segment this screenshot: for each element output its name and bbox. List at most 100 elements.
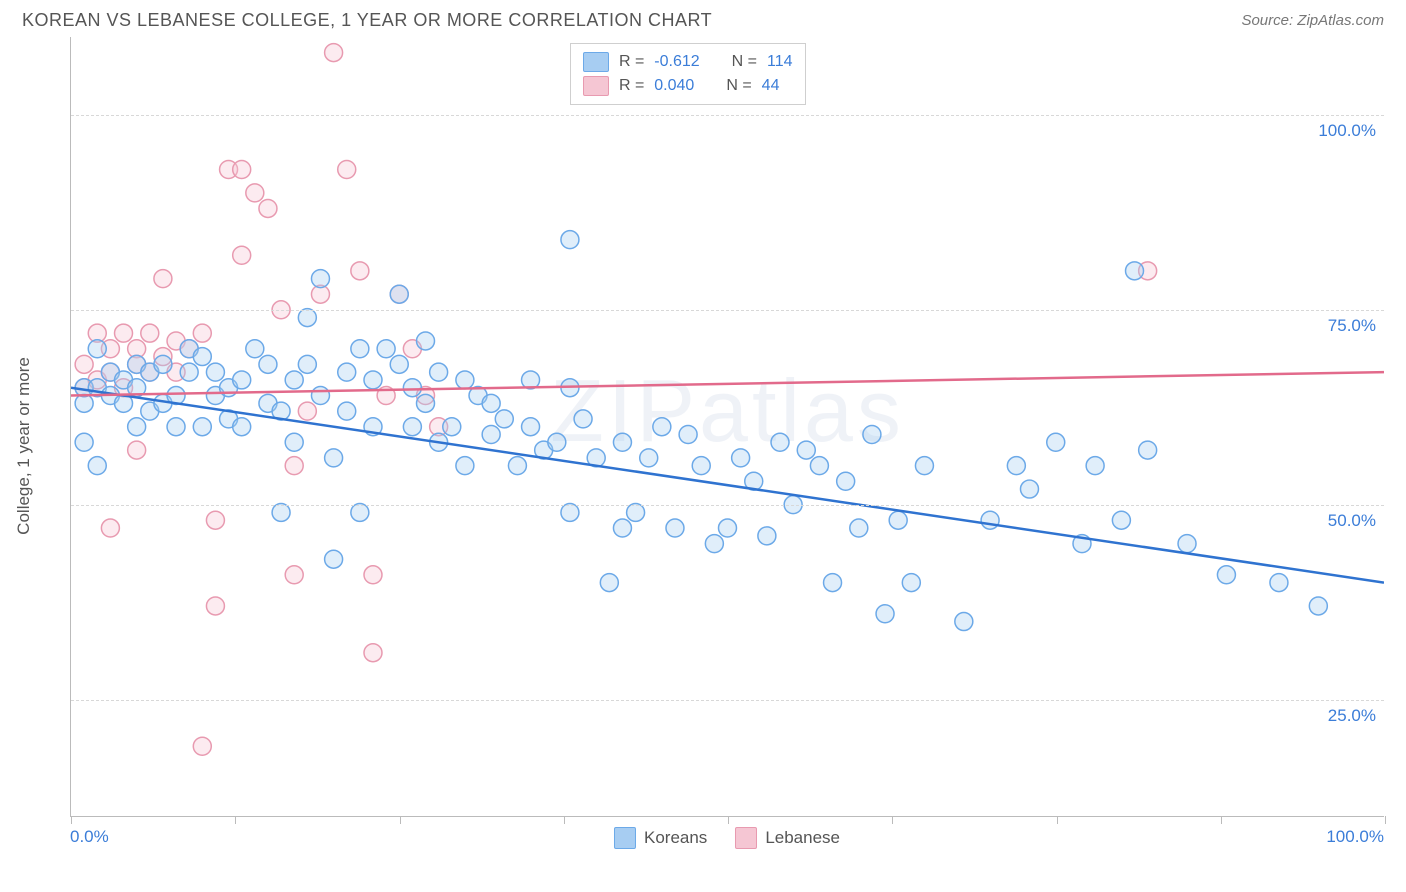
data-point: [482, 394, 500, 412]
data-point: [101, 519, 119, 537]
data-point: [613, 519, 631, 537]
data-point: [430, 363, 448, 381]
gridline: [71, 310, 1384, 311]
x-axis-max-label: 100.0%: [1326, 827, 1384, 847]
data-point: [732, 449, 750, 467]
data-point: [246, 340, 264, 358]
data-point: [981, 511, 999, 529]
data-point: [679, 426, 697, 444]
data-point: [417, 394, 435, 412]
r-value: 0.040: [654, 77, 694, 95]
data-point: [259, 199, 277, 217]
data-point: [272, 503, 290, 521]
trend-line: [71, 388, 1384, 583]
data-point: [482, 426, 500, 444]
trend-line: [71, 372, 1384, 395]
data-point: [298, 355, 316, 373]
data-point: [128, 441, 146, 459]
data-point: [233, 418, 251, 436]
data-point: [298, 402, 316, 420]
data-point: [193, 418, 211, 436]
y-tick-label: 50.0%: [1328, 511, 1376, 531]
data-point: [233, 161, 251, 179]
data-point: [338, 402, 356, 420]
data-point: [718, 519, 736, 537]
r-label: R =: [619, 77, 644, 95]
legend-item: Lebanese: [735, 827, 840, 849]
data-point: [705, 535, 723, 553]
data-point: [128, 418, 146, 436]
data-point: [325, 449, 343, 467]
data-point: [1270, 574, 1288, 592]
n-value: 44: [762, 77, 780, 95]
gridline: [71, 700, 1384, 701]
data-point: [285, 566, 303, 584]
data-point: [955, 613, 973, 631]
r-label: R =: [619, 53, 644, 71]
data-point: [653, 418, 671, 436]
data-point: [364, 566, 382, 584]
x-tick: [728, 816, 729, 824]
data-point: [876, 605, 894, 623]
data-point: [797, 441, 815, 459]
data-point: [1309, 597, 1327, 615]
data-point: [351, 262, 369, 280]
data-point: [75, 355, 93, 373]
data-point: [1112, 511, 1130, 529]
source-attribution: Source: ZipAtlas.com: [1241, 12, 1384, 29]
data-point: [233, 246, 251, 264]
data-point: [456, 457, 474, 475]
n-label: N =: [732, 53, 757, 71]
data-point: [377, 340, 395, 358]
data-point: [574, 410, 592, 428]
data-point: [259, 355, 277, 373]
legend-swatch: [583, 76, 609, 96]
series-legend: Koreans Lebanese: [614, 827, 840, 849]
data-point: [666, 519, 684, 537]
data-point: [154, 355, 172, 373]
data-point: [311, 387, 329, 405]
y-tick-label: 100.0%: [1318, 121, 1376, 141]
data-point: [403, 418, 421, 436]
data-point: [88, 340, 106, 358]
legend-swatch: [614, 827, 636, 849]
data-point: [364, 644, 382, 662]
data-point: [1217, 566, 1235, 584]
data-point: [325, 550, 343, 568]
x-axis-min-label: 0.0%: [70, 827, 109, 847]
data-point: [141, 324, 159, 342]
legend-label: Koreans: [644, 828, 707, 848]
data-point: [508, 457, 526, 475]
gridline: [71, 505, 1384, 506]
data-point: [1007, 457, 1025, 475]
legend-swatch: [583, 52, 609, 72]
legend-swatch: [735, 827, 757, 849]
data-point: [206, 511, 224, 529]
n-label: N =: [726, 77, 751, 95]
data-point: [285, 433, 303, 451]
data-point: [154, 270, 172, 288]
data-point: [403, 379, 421, 397]
data-point: [338, 363, 356, 381]
legend-label: Lebanese: [765, 828, 840, 848]
data-point: [180, 363, 198, 381]
x-tick: [1221, 816, 1222, 824]
data-point: [233, 371, 251, 389]
data-point: [548, 433, 566, 451]
data-point: [850, 519, 868, 537]
data-point: [351, 503, 369, 521]
data-point: [613, 433, 631, 451]
stats-legend-row: R =-0.612N =114: [583, 50, 793, 74]
data-point: [351, 340, 369, 358]
data-point: [1020, 480, 1038, 498]
data-point: [206, 363, 224, 381]
data-point: [863, 426, 881, 444]
r-value: -0.612: [654, 53, 699, 71]
data-point: [902, 574, 920, 592]
data-point: [298, 309, 316, 327]
data-point: [75, 433, 93, 451]
data-point: [600, 574, 618, 592]
data-point: [1139, 441, 1157, 459]
data-point: [1086, 457, 1104, 475]
data-point: [88, 457, 106, 475]
